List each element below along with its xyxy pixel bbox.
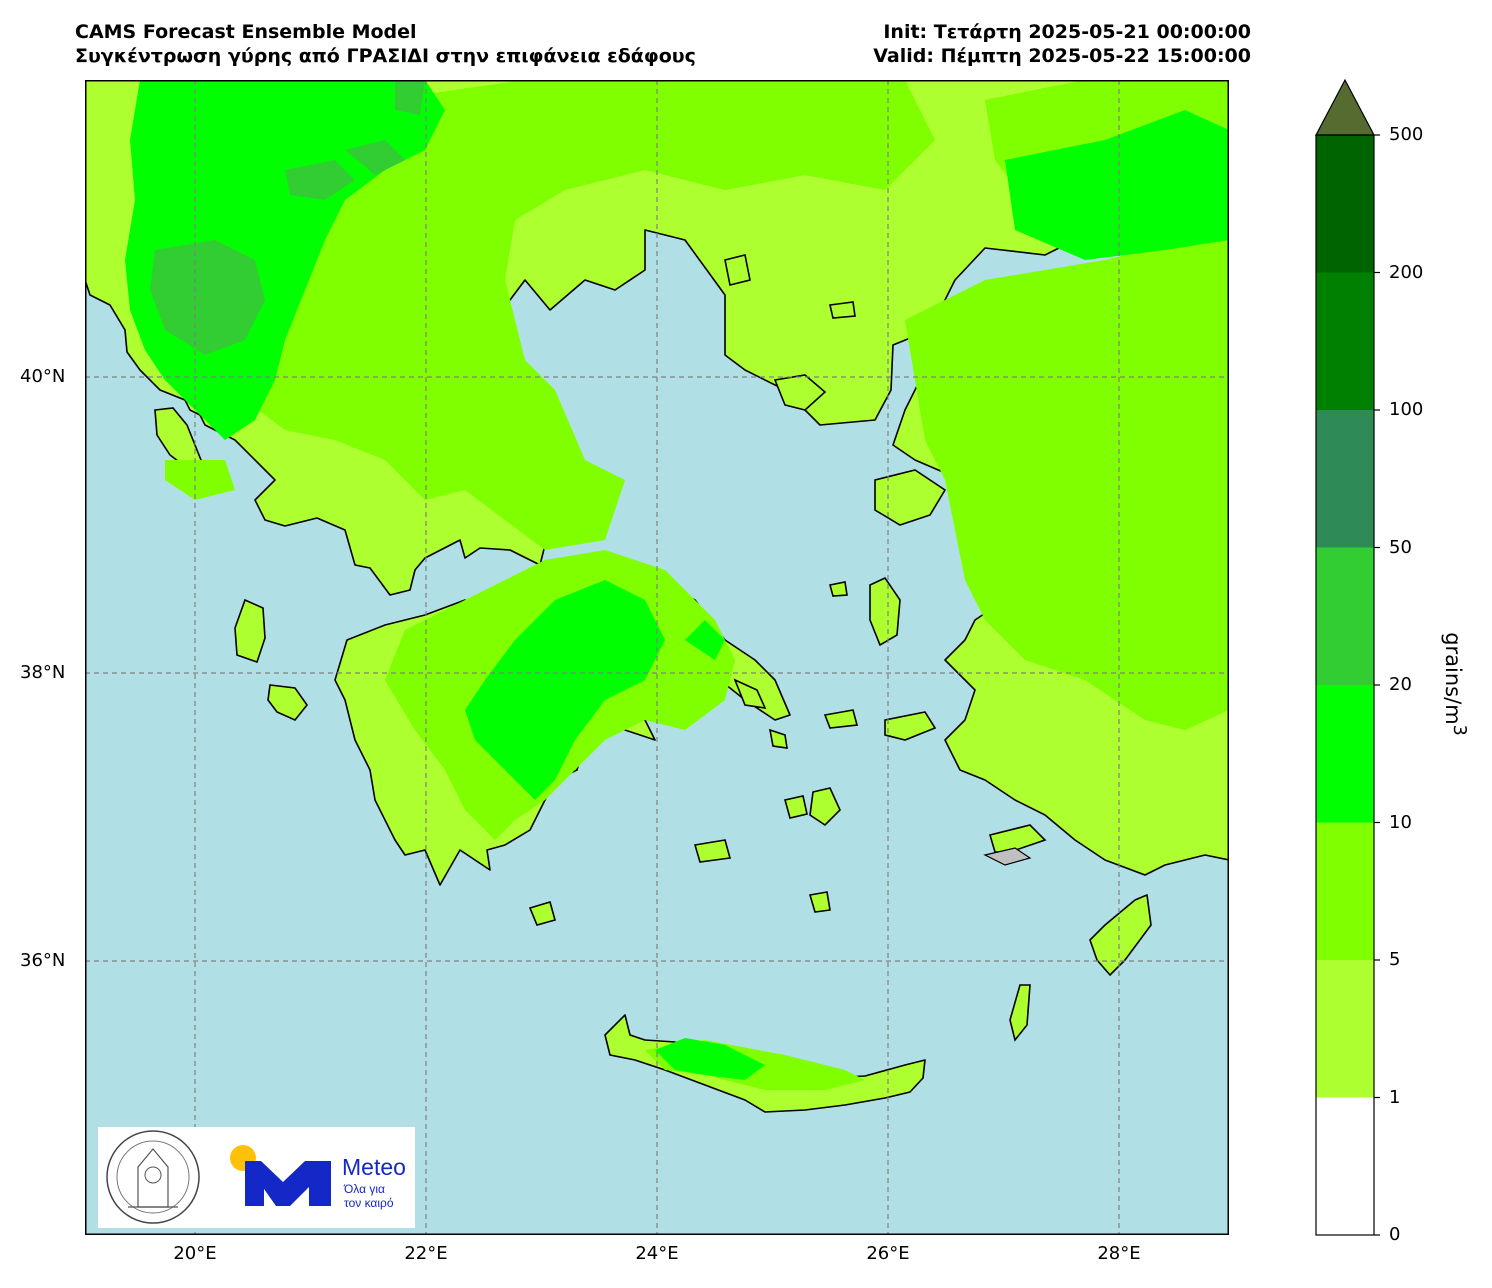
lon-label-26: 26°E <box>866 1243 910 1264</box>
contour-20-50 <box>150 80 425 355</box>
colorbar-label: grains/m3 <box>1441 632 1469 736</box>
logos: Meteo Όλα για τον καιρό <box>106 1130 406 1224</box>
map-border <box>85 80 1229 1235</box>
lon-label-24: 24°E <box>635 1243 679 1264</box>
land-thasos <box>724 254 751 286</box>
colorbar-band <box>1316 135 1374 273</box>
colorbar-band <box>1316 822 1374 960</box>
colorbar-tick-label: 200 <box>1389 261 1424 283</box>
land-rhodes <box>1089 894 1152 976</box>
init-time: Init: Τετάρτη 2025-05-21 00:00:00 <box>883 21 1251 43</box>
lat-label-40: 40°N <box>20 366 66 387</box>
land-chios <box>869 576 901 647</box>
land-ikaria <box>823 709 859 729</box>
colorbar <box>1315 78 1380 1236</box>
colorbar-tick-label: 100 <box>1389 399 1424 420</box>
colorbar-band <box>1316 685 1374 823</box>
logo-box: Meteo Όλα για τον καιρό <box>98 1127 415 1228</box>
land-andros <box>733 678 767 710</box>
colorbar-band <box>1316 1097 1374 1235</box>
lat-label-36: 36°N <box>20 950 66 971</box>
land-skyros <box>829 581 848 597</box>
meteo-brand-text: Meteo <box>342 1154 406 1180</box>
meteo-m-logo <box>245 1161 331 1206</box>
land-lesbos <box>874 469 947 526</box>
land-samos <box>884 711 937 741</box>
lat-label-38: 38°N <box>20 662 66 683</box>
title-block: CAMS Forecast Ensemble Model Συγκέντρωση… <box>75 20 696 68</box>
land-kythira <box>528 900 556 926</box>
land-tinos <box>768 728 788 749</box>
time-block: Init: Τετάρτη 2025-05-21 00:00:00 Valid:… <box>873 20 1251 68</box>
lon-label-28: 28°E <box>1097 1243 1141 1264</box>
colorbar-tick-label: 10 <box>1389 811 1412 833</box>
colorbar-tick-label: 1 <box>1389 1086 1401 1108</box>
land-karpathos <box>1009 984 1031 1042</box>
observatory-seal <box>106 1130 200 1224</box>
colorbar-tick-label: 50 <box>1389 536 1412 558</box>
colorbar-band <box>1316 272 1374 410</box>
colorbar-band <box>1316 960 1374 1098</box>
lon-label-22: 22°E <box>404 1243 448 1264</box>
land-zakynthos <box>267 684 309 721</box>
chart-title: CAMS Forecast Ensemble Model <box>75 21 417 43</box>
valid-time: Valid: Πέμπτη 2025-05-22 15:00:00 <box>873 45 1251 67</box>
land-nodata <box>983 847 1032 866</box>
meteo-tagline-2: τον καιρό <box>344 1196 394 1210</box>
land-kefalonia <box>234 598 266 664</box>
chart-subtitle: Συγκέντρωση γύρης από ΓΡΑΣΙΔΙ στην επιφά… <box>75 45 696 67</box>
colorbar-tick-label: 500 <box>1389 124 1424 145</box>
colorbar-band <box>1316 547 1374 685</box>
land-lemnos <box>773 374 827 411</box>
lon-label-20: 20°E <box>173 1243 217 1264</box>
land-milos <box>693 839 732 863</box>
map-panel <box>85 80 1229 1235</box>
land-paros <box>784 795 808 819</box>
colorbar-band <box>1316 410 1374 548</box>
colorbar-extend-arrow <box>1315 78 1375 136</box>
colorbar-tick-label: 5 <box>1389 949 1401 970</box>
land-naxos <box>809 787 841 827</box>
land-kos <box>988 824 1047 853</box>
colorbar-tick-label: 0 <box>1389 1224 1401 1245</box>
land-santorini <box>808 891 831 913</box>
colorbar-tick-label: 20 <box>1389 674 1412 695</box>
graticule <box>85 80 1229 1235</box>
colorbar-label-text: grains/m <box>1441 632 1465 725</box>
land-samothrace <box>829 301 856 319</box>
meteo-tagline-1: Όλα για <box>343 1182 385 1196</box>
colorbar-label-sup: 3 <box>1449 724 1469 736</box>
